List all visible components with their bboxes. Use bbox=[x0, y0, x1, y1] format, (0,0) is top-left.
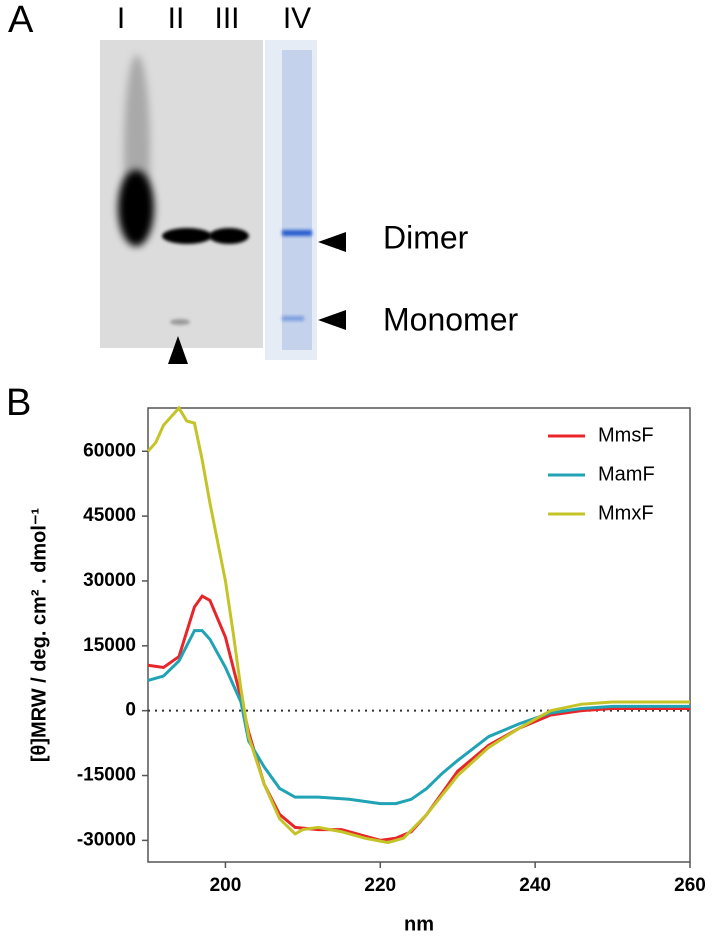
band bbox=[282, 316, 304, 321]
band bbox=[118, 170, 154, 246]
band bbox=[209, 228, 249, 244]
lane-label: III bbox=[214, 2, 239, 35]
panel-label: A bbox=[8, 0, 34, 41]
y-axis-label: [θ]MRW / deg. cm² . dmol⁻¹ bbox=[28, 508, 50, 763]
band bbox=[162, 228, 212, 244]
arrowhead bbox=[318, 310, 346, 330]
x-tick-label: 260 bbox=[674, 875, 706, 896]
lane-label: II bbox=[168, 2, 185, 35]
y-tick-label: 0 bbox=[125, 700, 136, 721]
band-label: Dimer bbox=[383, 219, 469, 255]
y-tick-label: 30000 bbox=[83, 570, 136, 591]
x-tick-label: 240 bbox=[519, 875, 551, 896]
plot-frame bbox=[147, 407, 691, 863]
band bbox=[170, 319, 190, 325]
x-tick-label: 200 bbox=[210, 875, 242, 896]
legend-label: MmxF bbox=[598, 502, 654, 524]
legend-label: MmsF bbox=[598, 424, 654, 446]
y-tick-label: -15000 bbox=[77, 765, 136, 786]
band bbox=[282, 230, 312, 236]
data-line bbox=[146, 405, 690, 845]
arrowhead bbox=[318, 232, 346, 252]
y-tick-label: 15000 bbox=[83, 635, 136, 656]
x-tick-label: 220 bbox=[364, 875, 396, 896]
arrowhead bbox=[168, 336, 188, 364]
data-line bbox=[147, 594, 690, 842]
legend-label: MamF bbox=[598, 463, 655, 485]
y-tick-label: 60000 bbox=[83, 440, 136, 461]
lane bbox=[282, 50, 312, 350]
lane-label: I bbox=[117, 2, 125, 35]
band-label: Monomer bbox=[383, 301, 519, 337]
lane-label: IV bbox=[283, 2, 311, 35]
x-axis-label: nm bbox=[404, 913, 434, 935]
chart: -30000 -15000 0 15000 30000 45000 60000 200 220 2… bbox=[28, 405, 706, 935]
y-tick-label: 45000 bbox=[83, 505, 136, 526]
panel-label: B bbox=[6, 382, 31, 424]
y-tick-label: -30000 bbox=[77, 829, 136, 850]
